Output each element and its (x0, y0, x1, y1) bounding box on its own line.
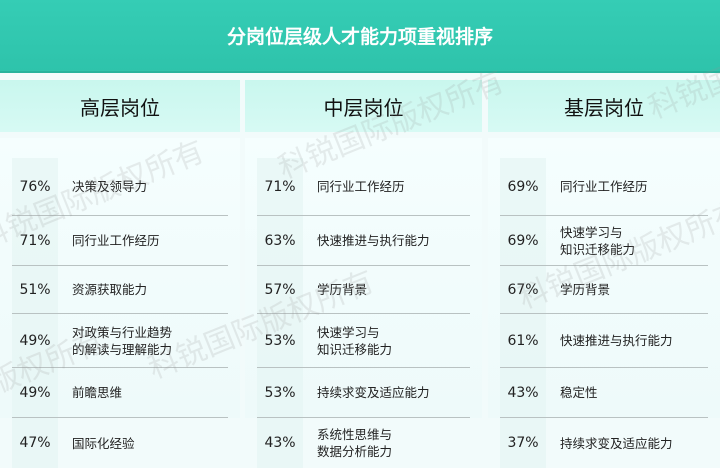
list-item: 69% 快速学习与 知识迁移能力 (500, 216, 708, 266)
percentage: 76% (12, 158, 58, 215)
list-item: 57% 学历背景 (257, 266, 470, 314)
list-item: 53% 持续求变及适应能力 (257, 368, 470, 418)
percentage: 53% (257, 368, 303, 417)
column-heading: 高层岗位 (0, 80, 240, 132)
list-item: 43% 稳定性 (500, 368, 708, 418)
percentage: 37% (500, 418, 546, 468)
ability-label: 学历背景 (560, 282, 611, 297)
column-heading: 基层岗位 (488, 80, 720, 132)
page-title: 分岗位层级人才能力项重视排序 (0, 0, 720, 73)
percentage: 49% (12, 314, 58, 367)
percentage: 47% (12, 418, 58, 468)
ability-label: 学历背景 (317, 282, 368, 297)
percentage: 53% (257, 314, 303, 367)
list-item: 76% 决策及领导力 (12, 158, 228, 216)
ability-label: 快速学习与 知识迁移能力 (560, 224, 636, 257)
column-body: 76% 决策及领导力 71% 同行业工作经历 51% 资源获取能力 49% 对政… (0, 138, 240, 468)
column-body: 71% 同行业工作经历 63% 快速推进与执行能力 57% 学历背景 53% 快… (245, 138, 482, 468)
list-item: 51% 资源获取能力 (12, 266, 228, 314)
ability-label: 同行业工作经历 (317, 179, 405, 194)
column-3: 基层岗位 69% 同行业工作经历 69% 快速学习与 知识迁移能力 67% 学历… (488, 80, 720, 468)
percentage: 67% (500, 266, 546, 313)
percentage: 49% (12, 368, 58, 417)
ability-label: 资源获取能力 (72, 282, 148, 297)
ability-label: 前瞻思维 (72, 385, 123, 400)
list-item: 61% 快速推进与执行能力 (500, 314, 708, 368)
list-item: 37% 持续求变及适应能力 (500, 418, 708, 468)
percentage: 69% (500, 158, 546, 215)
ability-label: 持续求变及适应能力 (317, 385, 430, 400)
list-item: 49% 前瞻思维 (12, 368, 228, 418)
list-item: 53% 快速学习与 知识迁移能力 (257, 314, 470, 368)
list-item: 71% 同行业工作经历 (257, 158, 470, 216)
list-item: 43% 系统性思维与 数据分析能力 (257, 418, 470, 468)
column-2: 中层岗位 71% 同行业工作经历 63% 快速推进与执行能力 57% 学历背景 … (245, 80, 482, 468)
percentage: 43% (257, 418, 303, 468)
column-heading: 中层岗位 (245, 80, 482, 132)
ability-label: 同行业工作经历 (560, 179, 648, 194)
ability-label: 稳定性 (560, 385, 598, 400)
list-item: 69% 同行业工作经历 (500, 158, 708, 216)
percentage: 61% (500, 314, 546, 367)
percentage: 71% (257, 158, 303, 215)
list-item: 49% 对政策与行业趋势 的解读与理解能力 (12, 314, 228, 368)
ability-label: 持续求变及适应能力 (560, 435, 673, 451)
percentage: 69% (500, 216, 546, 265)
ability-label: 决策及领导力 (72, 179, 148, 194)
list-item: 47% 国际化经验 (12, 418, 228, 468)
percentage: 71% (12, 216, 58, 265)
ability-label: 系统性思维与 数据分析能力 (317, 427, 393, 459)
ability-label: 国际化经验 (72, 435, 135, 451)
percentage: 51% (12, 266, 58, 313)
list-item: 67% 学历背景 (500, 266, 708, 314)
percentage: 43% (500, 368, 546, 417)
ability-label: 快速推进与执行能力 (560, 333, 673, 348)
percentage: 57% (257, 266, 303, 313)
ability-label: 快速学习与 知识迁移能力 (317, 324, 393, 357)
list-item: 63% 快速推进与执行能力 (257, 216, 470, 266)
percentage: 63% (257, 216, 303, 265)
ability-label: 对政策与行业趋势 的解读与理解能力 (72, 324, 173, 357)
ability-label: 同行业工作经历 (72, 233, 160, 248)
column-body: 69% 同行业工作经历 69% 快速学习与 知识迁移能力 67% 学历背景 61… (488, 138, 720, 468)
column-1: 高层岗位 76% 决策及领导力 71% 同行业工作经历 51% 资源获取能力 4… (0, 80, 240, 468)
ability-label: 快速推进与执行能力 (317, 233, 430, 248)
list-item: 71% 同行业工作经历 (12, 216, 228, 266)
